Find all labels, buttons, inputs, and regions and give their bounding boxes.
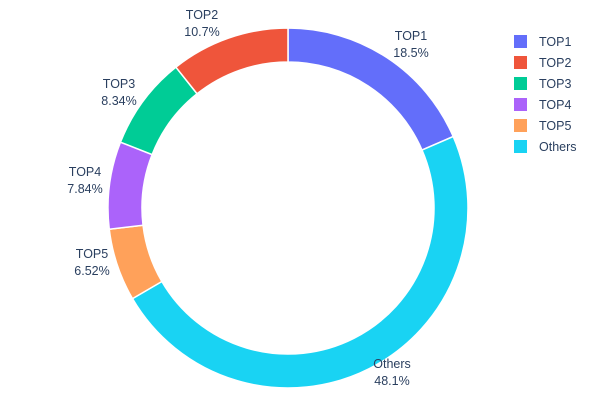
legend-item-top4[interactable]: TOP4 <box>514 94 577 115</box>
legend: TOP1 TOP2 TOP3 TOP4 TOP5 Others <box>514 31 577 157</box>
legend-label: TOP2 <box>539 55 572 70</box>
slice-label-percent: 10.7% <box>184 25 220 39</box>
legend-swatch-top5 <box>514 119 527 132</box>
slice-label-others: Others 48.1% <box>373 356 411 390</box>
slice-label-percent: 48.1% <box>374 374 410 388</box>
legend-label: TOP3 <box>539 76 572 91</box>
slice-label-name: TOP1 <box>394 29 428 43</box>
slice-label-name: TOP2 <box>185 8 219 22</box>
legend-label: TOP4 <box>539 97 572 112</box>
slice-label-top3: TOP3 8.34% <box>101 76 136 110</box>
slice-label-percent: 18.5% <box>393 46 429 60</box>
legend-swatch-top4 <box>514 98 527 111</box>
slice-label-percent: 8.34% <box>101 94 137 108</box>
slice-label-name: TOP5 <box>75 247 109 261</box>
slice-label-name: Others <box>373 357 411 371</box>
legend-item-top5[interactable]: TOP5 <box>514 115 577 136</box>
slice-label-percent: 7.84% <box>67 182 103 196</box>
slice-label-name: TOP3 <box>102 77 136 91</box>
slice-label-name: TOP4 <box>68 165 102 179</box>
slice-label-percent: 6.52% <box>74 264 110 278</box>
legend-label: TOP5 <box>539 118 572 133</box>
legend-item-others[interactable]: Others <box>514 136 577 157</box>
legend-swatch-top1 <box>514 35 527 48</box>
slice-label-top2: TOP2 10.7% <box>184 7 219 41</box>
slice-label-top5: TOP5 6.52% <box>74 246 109 280</box>
pie-slice-others[interactable] <box>131 135 469 389</box>
slice-label-top4: TOP4 7.84% <box>67 164 102 198</box>
pie-slice-top2[interactable] <box>174 27 289 95</box>
legend-label: TOP1 <box>539 34 572 49</box>
legend-swatch-others <box>514 140 527 153</box>
legend-item-top1[interactable]: TOP1 <box>514 31 577 52</box>
legend-swatch-top3 <box>514 77 527 90</box>
legend-item-top2[interactable]: TOP2 <box>514 52 577 73</box>
pie-slice-top4[interactable] <box>107 141 154 231</box>
slice-label-top1: TOP1 18.5% <box>393 28 428 62</box>
legend-label: Others <box>539 139 577 154</box>
legend-item-top3[interactable]: TOP3 <box>514 73 577 94</box>
legend-swatch-top2 <box>514 56 527 69</box>
